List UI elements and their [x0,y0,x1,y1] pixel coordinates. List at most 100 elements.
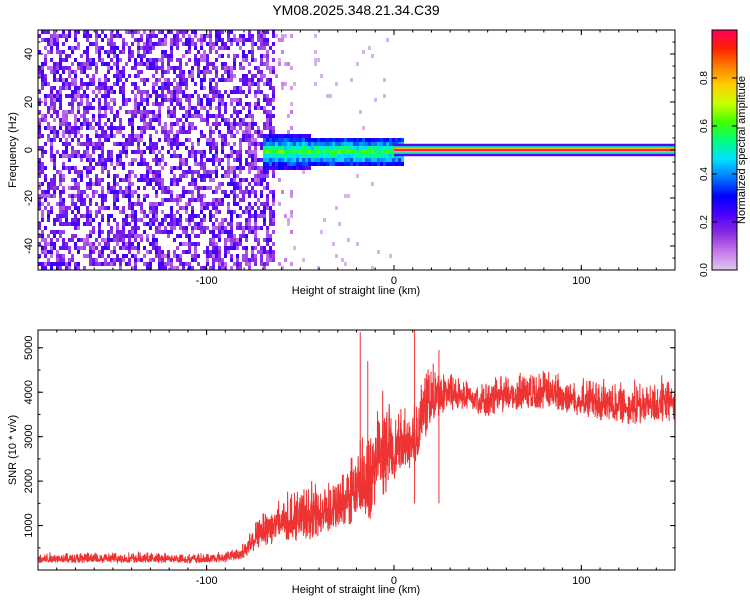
heatmap-cell [62,30,65,34]
heatmap-cell [269,222,272,226]
heatmap-cell [224,62,227,66]
heatmap-cell [206,102,209,106]
heatmap-cell [110,262,113,266]
heatmap-cell [86,138,89,142]
heatmap-cell [59,258,62,262]
heatmap-cell [182,174,185,178]
heatmap-cell [179,158,182,162]
heatmap-cell [146,174,149,178]
heatmap-cell [239,90,242,94]
heatmap-cell [194,54,197,58]
heatmap-cell [86,126,89,130]
heatmap-cell [110,126,113,130]
heatmap-cell [203,218,206,222]
heatmap-cell [221,94,224,98]
heatmap-cell [74,154,77,158]
heatmap-cell [92,150,95,154]
heatmap-cell [128,194,131,198]
y-tick-label: 3000 [23,424,35,448]
heatmap-cell [212,254,215,258]
heatmap-cell [248,146,251,150]
y-tick-label: -20 [23,190,35,206]
heatmap-cell [68,170,71,174]
heatmap-cell [392,154,395,158]
heatmap-cell [308,154,311,158]
heatmap-cell [197,194,200,198]
heatmap-cell [224,250,227,254]
heatmap-cell [200,178,203,182]
heatmap-cell [275,166,278,170]
heatmap-cell [278,202,281,206]
heatmap-cell [245,254,248,258]
heatmap-cell [383,150,386,154]
heatmap-cell [179,102,182,106]
heatmap-cell [248,218,251,222]
heatmap-cell [137,54,140,58]
y-tick-label: 4000 [23,380,35,404]
heatmap-cell [275,146,278,150]
heatmap-cell [143,90,146,94]
heatmap-cell [53,190,56,194]
heatmap-cell [119,150,122,154]
heatmap-cell [137,234,140,238]
heatmap-cell [62,154,65,158]
heatmap-cell [197,174,200,178]
heatmap-cell [47,126,50,130]
heatmap-cell [242,106,245,110]
heatmap-cell [401,158,404,162]
heatmap-cell [287,166,290,170]
heatmap-cell [386,150,389,154]
heatmap-cell [77,238,80,242]
heatmap-cell [332,158,335,162]
heatmap-cell [218,54,221,58]
heatmap-cell [158,174,161,178]
heatmap-cell [335,154,338,158]
heatmap-cell [194,30,197,34]
heatmap-cell [164,262,167,266]
heatmap-cell [119,78,122,82]
heatmap-cell [335,82,338,86]
heatmap-cell [341,158,344,162]
heatmap-cell [53,138,56,142]
heatmap-cell [266,42,269,46]
heatmap-cell [263,162,266,166]
heatmap-cell [158,262,161,266]
heatmap-cell [95,258,98,262]
heatmap-cell [89,198,92,202]
heatmap-cell [158,182,161,186]
heatmap-cell [68,194,71,198]
heatmap-cell [176,98,179,102]
heatmap-cell [38,158,41,162]
heatmap-cell [185,158,188,162]
heatmap-cell [290,210,293,214]
heatmap-cell [299,158,302,162]
heatmap-cell [224,254,227,258]
heatmap-cell [101,250,104,254]
heatmap-cell [191,266,194,270]
heatmap-cell [158,86,161,90]
heatmap-cell [176,66,179,70]
heatmap-cell [98,222,101,226]
heatmap-cell [41,78,44,82]
heatmap-cell [53,126,56,130]
heatmap-cell [53,134,56,138]
heatmap-cell [47,122,50,126]
heatmap-cell [158,266,161,270]
heatmap-cell [194,110,197,114]
heatmap-cell [146,66,149,70]
heatmap-cell [242,166,245,170]
heatmap-cell [260,134,263,138]
heatmap-cell [221,138,224,142]
heatmap-cell [158,150,161,154]
heatmap-cell [230,266,233,270]
heatmap-cell [386,38,389,42]
heatmap-cell [362,142,365,146]
heatmap-cell [125,214,128,218]
heatmap-cell [209,70,212,74]
heatmap-cell [164,198,167,202]
heatmap-cell [356,154,359,158]
heatmap-cell [206,174,209,178]
heatmap-cell [104,50,107,54]
heatmap-cell [200,78,203,82]
heatmap-cell [134,138,137,142]
